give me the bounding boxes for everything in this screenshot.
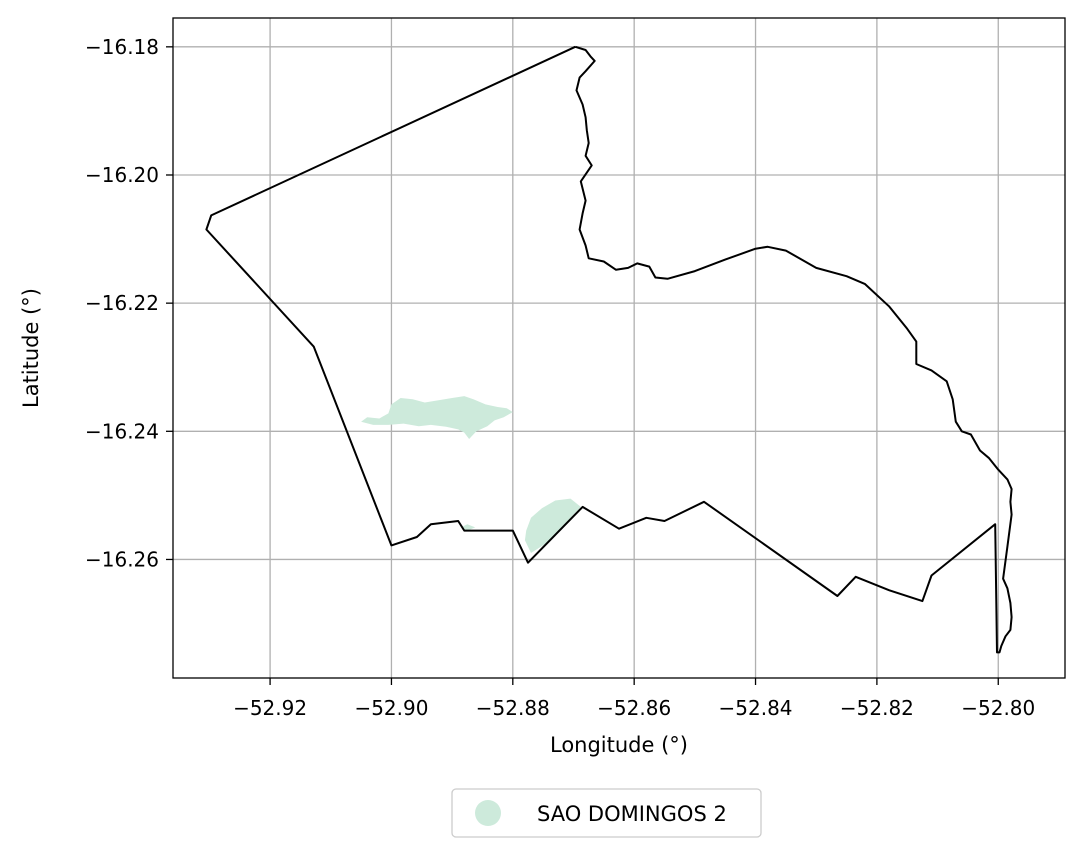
y-axis-ticks: −16.18 −16.20 −16.22 −16.24 −16.26 [85,35,173,571]
legend-label-sao-domingos-2: SAO DOMINGOS 2 [537,802,727,826]
y-axis-label: Latitude (°) [19,288,43,408]
x-tick-label: −52.90 [354,696,428,720]
x-tick-label: −52.86 [597,696,671,720]
grid-lines [173,18,1065,678]
y-tick-label: −16.24 [85,419,159,443]
x-tick-label: −52.82 [840,696,914,720]
legend-marker [475,800,501,826]
x-tick-label: −52.88 [476,696,550,720]
sao-domingos-2-polygon [524,498,581,553]
sao-domingos-2-polygon [461,524,476,531]
municipality-boundary [205,45,1013,654]
x-tick-label: −52.84 [719,696,793,720]
x-tick-label: −52.80 [961,696,1035,720]
sao-domingos-2-areas [361,396,581,553]
x-axis-ticks: −52.92 −52.90 −52.88 −52.86 −52.84 −52.82 −52.… [233,678,1035,720]
y-tick-label: −16.18 [85,35,159,59]
plot-frame [172,17,1066,679]
y-tick-label: −16.26 [85,547,159,571]
legend: SAO DOMINGOS 2 [451,788,762,838]
x-axis-label: Longitude (°) [550,733,688,757]
legend-box [451,788,762,838]
x-tick-label: −52.92 [233,696,307,720]
boundary-layer [205,45,1013,654]
sao-domingos-2-polygon [361,396,513,439]
y-tick-label: −16.22 [85,291,159,315]
y-tick-label: −16.20 [85,163,159,187]
